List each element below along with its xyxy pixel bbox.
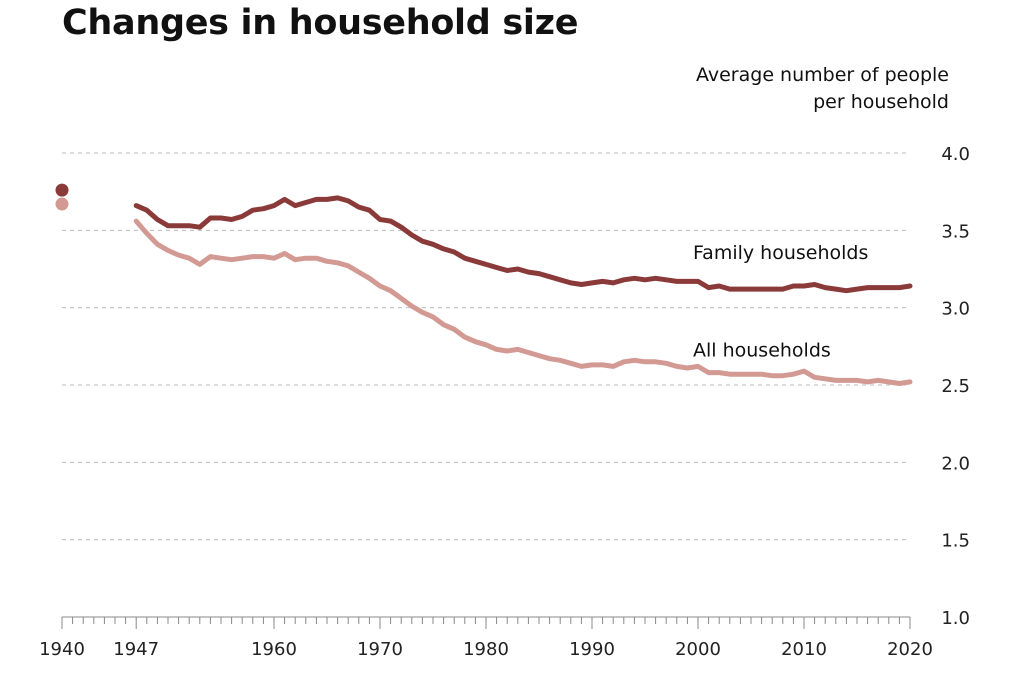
all-households-1940-point	[55, 197, 69, 211]
x-tick-label: 2010	[781, 639, 827, 660]
y-tick-label: 2.0	[941, 453, 970, 474]
chart-title: Changes in household size	[62, 3, 579, 43]
y-tick-label: 4.0	[941, 144, 970, 165]
all-households-label: All households	[693, 339, 831, 361]
family-households-1940-point	[55, 183, 69, 197]
x-axis: 1940 1947 1960 1970 1980 1990 2000 2010 2020	[39, 616, 933, 660]
x-tick-label: 1947	[113, 639, 159, 660]
y-tick-label: 3.5	[941, 221, 970, 242]
y-tick-label: 2.5	[941, 376, 970, 397]
gridlines	[62, 152, 910, 541]
family-households-line	[133, 195, 913, 294]
x-tick-label: 1990	[569, 639, 615, 660]
x-tick-label: 2020	[887, 639, 933, 660]
family-households-label: Family households	[693, 242, 868, 264]
series-labels: Family households All households	[693, 242, 868, 361]
x-tick-label: 2000	[675, 639, 721, 660]
series-group	[55, 183, 913, 386]
y-tick-label: 1.5	[941, 531, 970, 552]
y-tick-label: 1.0	[941, 608, 970, 629]
y-axis-label-line-1: Average number of people	[695, 64, 949, 86]
x-tick-label: 1960	[251, 639, 297, 660]
y-tick-labels: 1.0 1.5 2.0 2.5 3.0 3.5 4.0	[941, 144, 970, 629]
x-tick-label: 1940	[39, 639, 85, 660]
y-tick-label: 3.0	[941, 299, 970, 320]
x-tick-label: 1970	[357, 639, 403, 660]
y-axis-label-line-2: per household	[813, 91, 949, 113]
y-axis-label: Average number of people per household	[696, 62, 949, 116]
all-households-line	[133, 218, 913, 386]
x-tick-label: 1980	[463, 639, 509, 660]
